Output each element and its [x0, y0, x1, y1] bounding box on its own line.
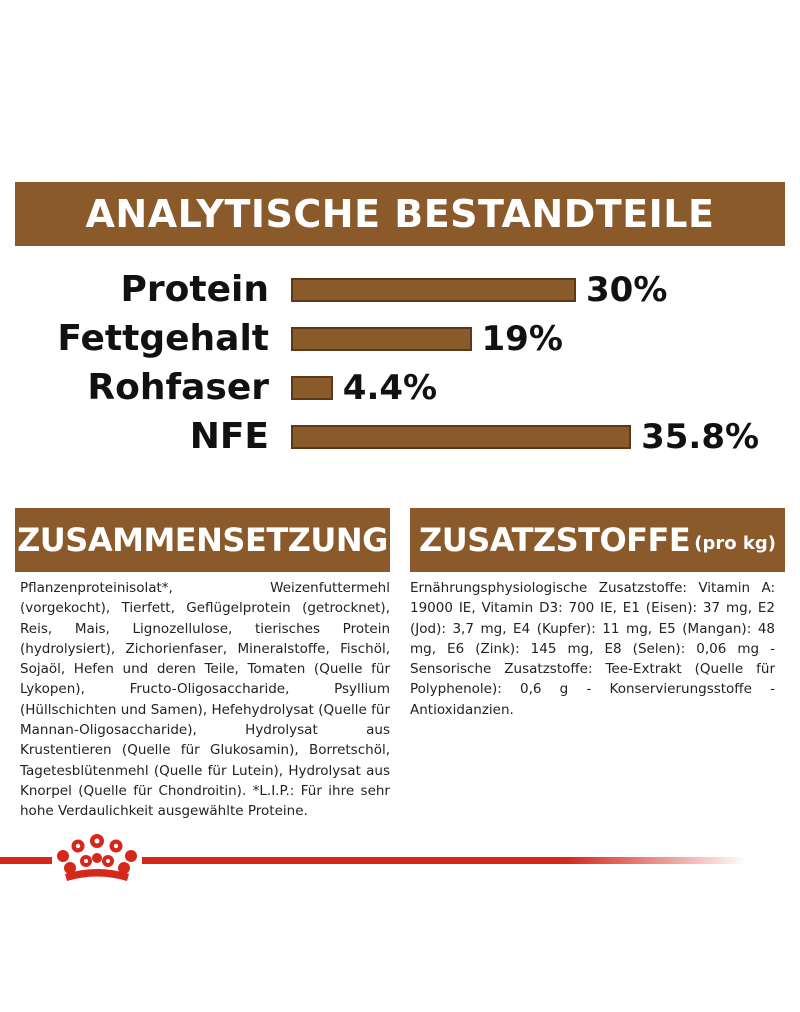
royal-crown-icon: [57, 834, 137, 881]
nutrient-label: Protein: [120, 269, 269, 310]
additives-text: Ernährungsphysiologische Zusatzstoffe: V…: [410, 580, 775, 718]
nutrient-row: Rohfaser 4.4%: [0, 363, 800, 413]
analytics-title: ANALYTISCHE BESTANDTEILE: [85, 192, 715, 236]
nutrient-value: 35.8%: [641, 417, 760, 457]
nutrient-row: NFE 35.8%: [0, 412, 800, 462]
additives-unit: (pro kg): [694, 533, 776, 554]
additives-title: ZUSATZSTOFFE: [419, 521, 691, 559]
composition-text: Pflanzenproteinisolat*, Weizenfuttermehl…: [20, 580, 390, 820]
nutrient-label: Rohfaser: [87, 367, 269, 408]
nutrient-value: 19%: [481, 319, 563, 359]
nutrient-bar: [291, 278, 576, 302]
nutrient-label: NFE: [189, 416, 269, 457]
additives-header: ZUSATZSTOFFE (pro kg): [410, 508, 785, 572]
nutrient-bar: [291, 425, 632, 449]
nutrient-value: 4.4%: [342, 368, 438, 408]
nutrient-row: Protein 30%: [0, 265, 800, 315]
brand-line-right: [142, 857, 747, 864]
nutrient-bar: [291, 327, 472, 351]
brand-line-left: [0, 857, 52, 864]
composition-title: ZUSAMMENSETZUNG: [17, 521, 388, 559]
nutrient-row: Fettgehalt 19%: [0, 314, 800, 364]
nutrient-value: 30%: [586, 270, 668, 310]
composition-header: ZUSAMMENSETZUNG: [15, 508, 390, 572]
nutrient-label: Fettgehalt: [57, 318, 269, 359]
nutrient-bar: [291, 376, 333, 400]
analytics-banner: ANALYTISCHE BESTANDTEILE: [15, 182, 785, 246]
